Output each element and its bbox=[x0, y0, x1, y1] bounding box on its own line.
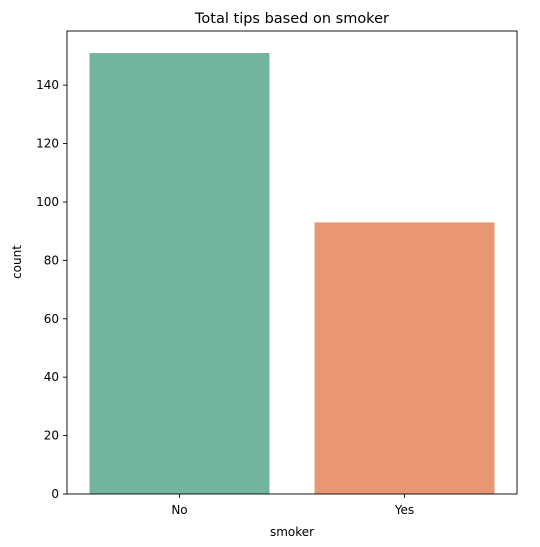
y-tick-label: 0 bbox=[51, 487, 59, 501]
y-tick-label: 20 bbox=[44, 429, 59, 443]
y-tick-label: 120 bbox=[36, 137, 59, 151]
y-tick-label: 80 bbox=[44, 253, 59, 267]
y-axis-label: count bbox=[10, 245, 24, 279]
x-tick-label: No bbox=[171, 503, 187, 517]
y-tick-label: 60 bbox=[44, 312, 59, 326]
bar-no bbox=[89, 53, 270, 495]
chart-title: Total tips based on smoker bbox=[194, 11, 389, 27]
y-axis-ticks: 0 20 40 60 80 100 120 140 bbox=[36, 78, 67, 501]
x-tick-label: Yes bbox=[394, 503, 414, 517]
y-tick-label: 40 bbox=[44, 370, 59, 384]
x-axis-label: smoker bbox=[270, 525, 314, 539]
bar-yes bbox=[314, 222, 495, 495]
plot-frame bbox=[66, 30, 518, 495]
y-tick-label: 100 bbox=[36, 195, 59, 209]
y-tick-label: 140 bbox=[36, 78, 59, 92]
bars-group bbox=[89, 53, 495, 495]
x-axis-ticks: No Yes bbox=[171, 494, 414, 517]
